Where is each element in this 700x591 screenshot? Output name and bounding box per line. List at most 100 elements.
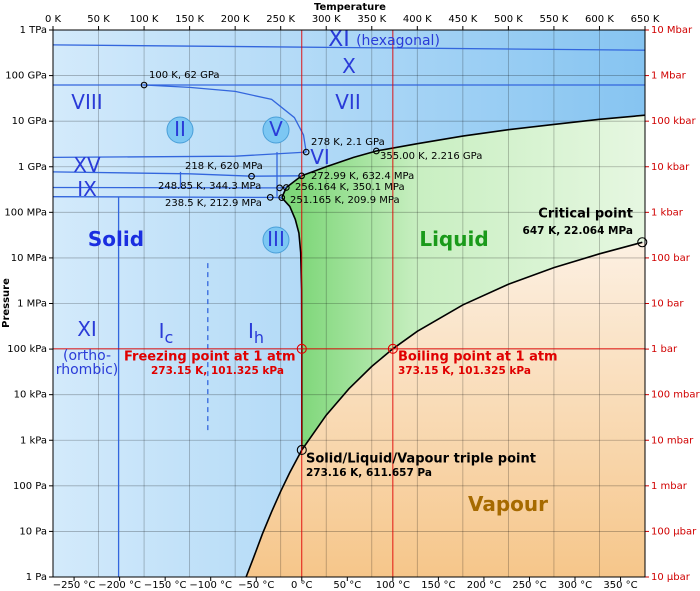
x2-tick-label: 350 °C bbox=[603, 580, 637, 591]
region-label: V bbox=[269, 117, 283, 141]
y2-tick-label: 1 bar bbox=[651, 344, 678, 355]
region-label: Solid bbox=[88, 227, 144, 251]
y2-tick-label: 100 kbar bbox=[651, 116, 697, 127]
region-subscript: h bbox=[254, 328, 264, 347]
point-name: Freezing point at 1 atm bbox=[124, 350, 296, 365]
region-label: (hexagonal) bbox=[356, 33, 440, 49]
point-label: 278 K, 2.1 GPa bbox=[311, 137, 385, 148]
y-tick-label: 100 MPa bbox=[4, 207, 47, 218]
phase-point bbox=[266, 194, 274, 201]
region-label: rhombic) bbox=[56, 362, 119, 378]
region-name: XI bbox=[328, 27, 350, 52]
point-label: 218 K, 620 MPa bbox=[185, 161, 263, 172]
phase-boundary bbox=[245, 449, 303, 578]
x2-tick-label: 150 °C bbox=[421, 580, 455, 591]
region-label: XI bbox=[328, 27, 350, 52]
x2-tick-label: 300 °C bbox=[558, 580, 592, 591]
y-tick-label: 10 Pa bbox=[19, 526, 47, 537]
region-label: Ic bbox=[159, 319, 174, 347]
y2-tick-label: 100 μbar bbox=[651, 526, 697, 537]
x-tick-label: 500 K bbox=[494, 14, 523, 25]
x2-tick-label: 250 °C bbox=[512, 580, 546, 591]
region-label: X bbox=[342, 54, 356, 78]
y-tick-label: 100 Pa bbox=[13, 481, 47, 492]
region-label: IX bbox=[77, 177, 97, 201]
x-tick-label: 350 K bbox=[357, 14, 386, 25]
y-tick-label: 1 GPa bbox=[18, 162, 47, 173]
y2-tick-label: 1 Mbar bbox=[651, 71, 687, 82]
x2-tick-label: −250 °C bbox=[53, 580, 96, 591]
x-tick-label: 50 K bbox=[87, 14, 110, 25]
point-label: 273.16 K, 611.657 Pa bbox=[306, 467, 432, 479]
phase-point bbox=[278, 194, 286, 202]
x-tick-label: 100 K bbox=[130, 14, 159, 25]
region-name: XV bbox=[73, 153, 101, 177]
phase-point bbox=[140, 81, 148, 89]
region-label: Vapour bbox=[468, 492, 548, 516]
region-name: (hexagonal) bbox=[356, 33, 440, 49]
region-name: VIII bbox=[71, 90, 102, 114]
y2-tick-label: 10 mbar bbox=[651, 435, 694, 446]
y-tick-label: 10 GPa bbox=[12, 116, 47, 127]
region-name: IX bbox=[77, 177, 97, 201]
y-axis-title: Pressure bbox=[1, 278, 12, 328]
y-tick-label: 10 kPa bbox=[14, 390, 47, 401]
x-tick-label: 650 K bbox=[631, 14, 660, 25]
y2-tick-label: 10 μbar bbox=[651, 572, 691, 583]
y2-tick-label: 10 bar bbox=[651, 299, 684, 310]
point-label: 256.164 K, 350.1 MPa bbox=[295, 182, 405, 193]
region-name: Solid bbox=[88, 227, 144, 251]
x2-tick-label: −50 °C bbox=[238, 580, 274, 591]
phase-point bbox=[296, 343, 307, 354]
x-tick-label: 450 K bbox=[448, 14, 477, 25]
point-label: 273.15 K, 101.325 kPa bbox=[151, 365, 284, 377]
region-name: Liquid bbox=[419, 227, 488, 251]
phase-boundary bbox=[52, 196, 282, 199]
x-axis-title: Temperature bbox=[314, 2, 386, 13]
phase-point bbox=[372, 147, 380, 155]
region-name: (ortho- bbox=[63, 348, 111, 364]
region-name: X bbox=[342, 54, 356, 78]
point-label: 248.85 K, 344.3 MPa bbox=[158, 181, 261, 192]
point-name: Critical point bbox=[538, 207, 633, 222]
x-tick-label: 150 K bbox=[175, 14, 204, 25]
y2-tick-label: 100 bar bbox=[651, 253, 691, 264]
x-tick-label: 300 K bbox=[312, 14, 341, 25]
point-label: 647 K, 22.064 MPa bbox=[523, 225, 633, 237]
phase-boundary bbox=[301, 241, 643, 451]
x2-tick-label: 200 °C bbox=[467, 580, 501, 591]
x2-tick-label: 50 °C bbox=[333, 580, 361, 591]
x-tick-label: 400 K bbox=[403, 14, 432, 25]
region-label: VI bbox=[310, 145, 330, 169]
y2-tick-label: 1 kbar bbox=[651, 207, 684, 218]
point-label: 251.165 K, 209.9 MPa bbox=[290, 195, 400, 206]
x2-tick-label: −100 °C bbox=[189, 580, 232, 591]
region-name: VI bbox=[310, 145, 330, 169]
x2-tick-label: 0 °C bbox=[291, 580, 313, 591]
phase-boundary bbox=[52, 44, 646, 51]
region-name: V bbox=[269, 117, 283, 141]
point-label: 373.15 K, 101.325 kPa bbox=[398, 365, 531, 377]
point-label: 238.5 K, 212.9 MPa bbox=[165, 198, 262, 209]
region-label: XI bbox=[77, 317, 97, 341]
region-name: I bbox=[159, 319, 165, 343]
x-tick-label: 200 K bbox=[221, 14, 250, 25]
phase-boundary bbox=[144, 84, 307, 153]
y-tick-label: 1 TPa bbox=[20, 25, 47, 36]
x2-tick-label: 100 °C bbox=[376, 580, 410, 591]
region-name: III bbox=[267, 227, 285, 251]
region-label: VII bbox=[335, 90, 360, 114]
phase-point bbox=[276, 184, 283, 192]
y2-tick-label: 100 mbar bbox=[651, 390, 700, 401]
region-subscript: c bbox=[165, 328, 174, 347]
region-badge bbox=[262, 226, 290, 254]
y-tick-label: 1 Pa bbox=[26, 572, 47, 583]
region-label: XV bbox=[73, 153, 101, 177]
x-tick-label: 600 K bbox=[585, 14, 614, 25]
x-tick-label: 250 K bbox=[266, 14, 295, 25]
point-label: 272.99 K, 632.4 MPa bbox=[311, 171, 414, 182]
phase-point bbox=[387, 343, 398, 354]
region-name: II bbox=[174, 117, 186, 141]
point-name: Solid/Liquid/Vapour triple point bbox=[306, 452, 536, 467]
